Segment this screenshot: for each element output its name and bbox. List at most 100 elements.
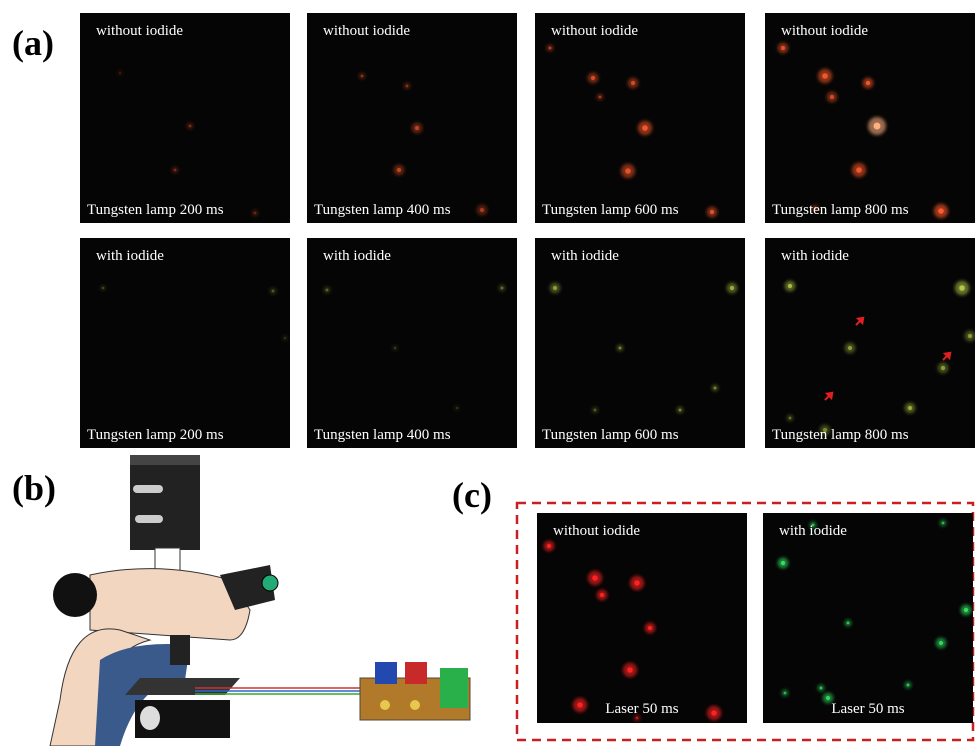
- spot: [102, 287, 104, 289]
- spot: [788, 284, 792, 288]
- spot: [549, 47, 552, 50]
- microscope: [50, 455, 470, 746]
- micrograph-bg: [765, 13, 975, 223]
- spot: [592, 575, 598, 581]
- spot: [553, 286, 557, 290]
- spot: [939, 641, 943, 645]
- spot: [781, 46, 785, 50]
- spot: [822, 73, 828, 79]
- spot: [874, 123, 881, 130]
- micrograph: without iodide Tungsten lamp 800 ms: [765, 13, 975, 223]
- spot: [848, 346, 852, 350]
- image-caption-top: with iodide: [779, 523, 847, 539]
- micrograph-bg: [80, 238, 290, 448]
- micrograph-bg: [535, 13, 745, 223]
- spot: [781, 561, 785, 565]
- spot: [591, 76, 595, 80]
- spot: [826, 696, 830, 700]
- micrograph: without iodideTungsten lamp 600 ms: [535, 13, 745, 223]
- spot: [820, 687, 823, 690]
- panel-label: (a): [12, 23, 54, 63]
- spot: [284, 337, 286, 339]
- image-caption-top: without iodide: [551, 23, 638, 39]
- spot: [397, 168, 401, 172]
- panel-label: (c): [452, 475, 492, 515]
- micrograph: with iodide Tungsten lamp 800 ms: [765, 238, 975, 448]
- spot: [942, 522, 945, 525]
- image-caption-top: without iodide: [323, 23, 410, 39]
- spot: [631, 81, 635, 85]
- spot: [710, 210, 714, 214]
- micrograph-bg: [765, 238, 975, 448]
- image-caption-top: with iodide: [781, 248, 849, 264]
- spot: [501, 287, 504, 290]
- image-caption-bottom: Laser 50 ms: [831, 701, 904, 717]
- image-caption-bottom: Tungsten lamp 200 ms: [87, 202, 224, 218]
- image-caption-bottom: Tungsten lamp 600 ms: [542, 427, 679, 443]
- spot: [642, 125, 648, 131]
- image-caption-top: without iodide: [553, 523, 640, 539]
- panel-label: (b): [12, 468, 56, 508]
- spot: [254, 212, 257, 215]
- figure: (a) (b) (c) without iodideTungsten lamp …: [0, 0, 975, 746]
- spot: [789, 417, 792, 420]
- image-caption-bottom: Tungsten lamp 400 ms: [314, 427, 451, 443]
- spot: [577, 702, 583, 708]
- image-caption-bottom: Tungsten lamp 200 ms: [87, 427, 224, 443]
- spot: [866, 81, 870, 85]
- spot: [959, 285, 965, 291]
- micrograph-bg: [763, 513, 973, 723]
- spot: [272, 290, 275, 293]
- image-caption-top: with iodide: [323, 248, 391, 264]
- spot: [941, 366, 945, 370]
- micrograph-bg: [537, 513, 747, 723]
- spot: [634, 580, 640, 586]
- micrograph: with iodide Tungsten lamp 200 ms: [80, 238, 290, 448]
- spot: [174, 169, 177, 172]
- micrograph-bg: [535, 238, 745, 448]
- micrograph: without iodide Laser 50 ms: [537, 513, 747, 723]
- micrograph-bg: [80, 13, 290, 223]
- spot: [599, 96, 602, 99]
- spot: [394, 347, 396, 349]
- image-caption-bottom: Tungsten lamp 800 ms: [772, 427, 909, 443]
- spot: [679, 409, 682, 412]
- micrograph: with iodide Tungsten lamp 400 ms: [307, 238, 517, 448]
- spot: [619, 347, 622, 350]
- image-caption-bottom: Tungsten lamp 800 ms: [772, 202, 909, 218]
- spot: [784, 692, 787, 695]
- spot: [938, 208, 944, 214]
- spot: [830, 95, 834, 99]
- spot: [711, 710, 717, 716]
- spot: [625, 168, 631, 174]
- spot: [406, 85, 409, 88]
- spot: [964, 608, 968, 612]
- spot: [119, 72, 121, 74]
- spot: [594, 409, 597, 412]
- spot: [730, 286, 734, 290]
- spot: [856, 167, 862, 173]
- spot: [415, 126, 419, 130]
- spot: [648, 626, 652, 630]
- micrograph-bg: [307, 238, 517, 448]
- image-caption-top: without iodide: [781, 23, 868, 39]
- image-caption-top: without iodide: [96, 23, 183, 39]
- image-caption-top: with iodide: [96, 248, 164, 264]
- spot: [361, 75, 364, 78]
- spot: [714, 387, 717, 390]
- spot: [636, 717, 639, 720]
- spot: [847, 622, 850, 625]
- spot: [326, 289, 329, 292]
- micrograph: with iodide Tungsten lamp 600 ms: [535, 238, 745, 448]
- spot: [547, 544, 551, 548]
- spot: [189, 125, 192, 128]
- image-caption-bottom: Laser 50 ms: [605, 701, 678, 717]
- spot: [907, 684, 910, 687]
- spot: [600, 593, 604, 597]
- micrograph: without iodide Tungsten lamp 200 ms: [80, 13, 290, 223]
- image-caption-top: with iodide: [551, 248, 619, 264]
- spot: [480, 208, 484, 212]
- spot: [627, 667, 633, 673]
- micrograph: with iodide Laser 50 ms: [763, 513, 973, 723]
